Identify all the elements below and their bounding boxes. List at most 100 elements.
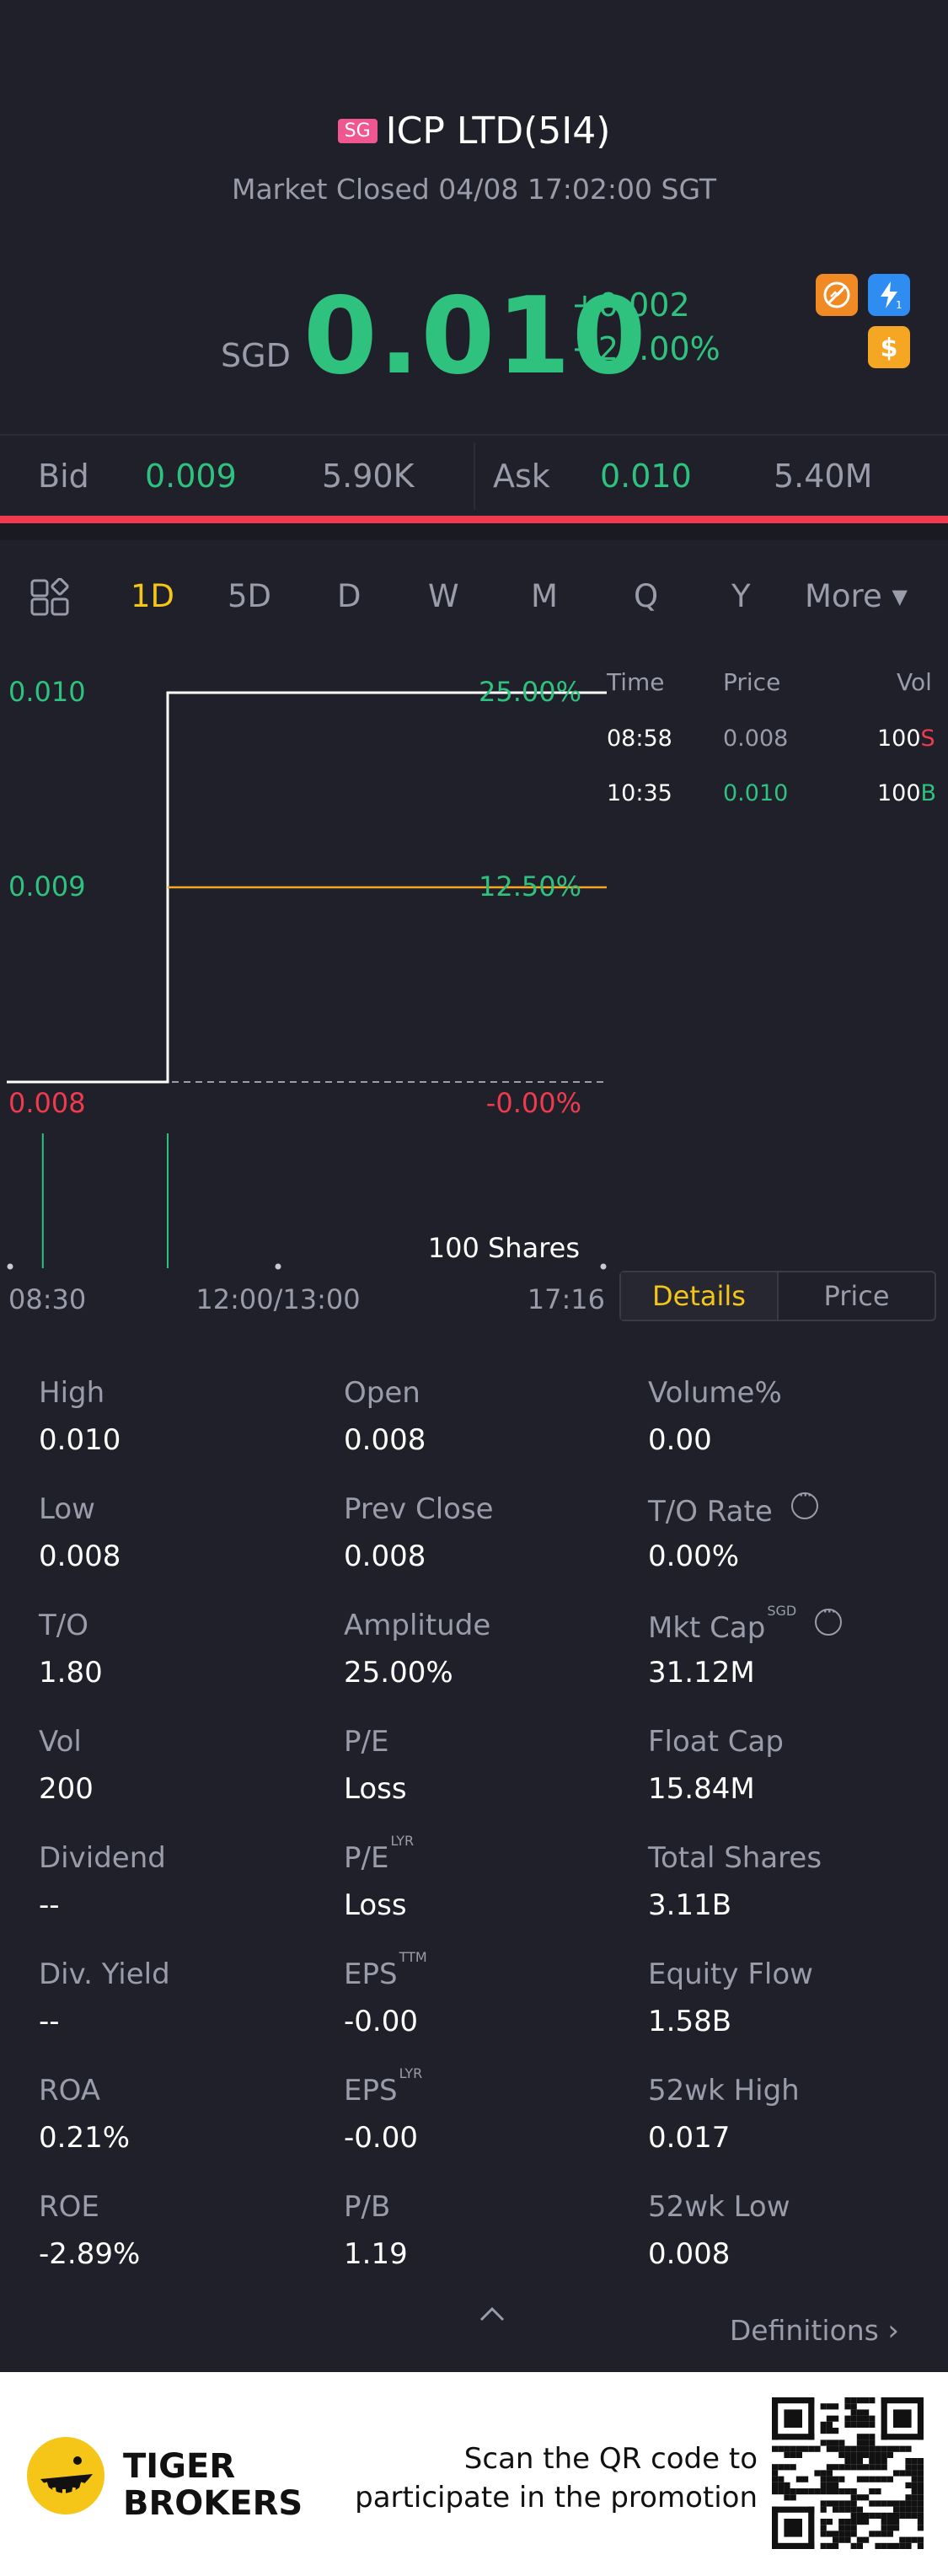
stat-label: Low <box>39 1492 95 1526</box>
tab-y[interactable]: Y <box>731 578 751 614</box>
stat-label-text: Div. Yield <box>39 1957 170 1991</box>
stat-label-superscript: LYR <box>399 2065 423 2081</box>
price-tab[interactable]: Price <box>823 1280 890 1312</box>
stat-label: Mkt CapSGD <box>648 1602 843 1645</box>
stat-value: 0.010 <box>39 1423 121 1457</box>
trades-header-price: Price <box>723 668 781 696</box>
stat-label-text: Total Shares <box>648 1841 822 1875</box>
dollar-icon[interactable]: $ <box>868 326 910 368</box>
stat-value: 1.19 <box>344 2237 408 2271</box>
stat-label: P/E <box>344 1725 388 1759</box>
brand-name: TIGER BROKERS <box>123 2448 303 2522</box>
tab-1d[interactable]: 1D <box>131 578 175 614</box>
definitions-link[interactable]: Definitions › <box>730 2314 899 2348</box>
trades-header-time: Time <box>607 668 665 696</box>
stat-label-superscript: TTM <box>399 1949 427 1965</box>
stat-label: Equity Flow <box>648 1957 813 1991</box>
intraday-chart[interactable]: 0.010 0.009 0.008 25.00% 12.50% -0.00% 100 Sha… <box>0 640 611 1315</box>
stat-label: Open <box>344 1376 420 1410</box>
stat-label-text: Equity Flow <box>648 1957 813 1991</box>
x-axis-tick-dot <box>7 1263 13 1270</box>
chart-grid-icon[interactable] <box>29 577 70 622</box>
trade-row-side: S <box>920 726 935 752</box>
tab-q[interactable]: Q <box>634 578 659 614</box>
stat-label-text: Low <box>39 1492 95 1526</box>
qr-code <box>772 2397 924 2552</box>
stat-value: -- <box>39 1888 60 1922</box>
y-axis-left-label: 0.008 <box>8 1087 86 1119</box>
stat-value: -2.89% <box>39 2237 141 2271</box>
stat-value: 0.00% <box>648 1540 740 1573</box>
stat-value: 31.12M <box>648 1656 755 1690</box>
promo-line-1: Scan the QR code to <box>463 2442 758 2476</box>
tab-m[interactable]: M <box>531 578 558 614</box>
stat-label: T/O <box>39 1609 88 1642</box>
stat-label: Dividend <box>39 1841 166 1875</box>
stat-label: 52wk Low <box>648 2190 790 2224</box>
stat-label-text: 52wk Low <box>648 2190 790 2224</box>
stat-label-text: Volume% <box>648 1376 782 1410</box>
tab-d[interactable]: D <box>337 578 362 614</box>
stat-value: 1.58B <box>648 2005 732 2038</box>
stat-label-text: Mkt Cap <box>648 1611 766 1645</box>
stat-label-superscript: LYR <box>390 1833 415 1849</box>
bid-ask-divider <box>474 442 475 510</box>
stat-label: Prev Close <box>344 1492 494 1526</box>
stat-label-text: Prev Close <box>344 1492 494 1526</box>
price-indicator-bar <box>0 516 948 523</box>
lightning-level1-icon[interactable]: 1 <box>868 274 910 316</box>
volume-scale-label: 100 Shares <box>428 1232 580 1264</box>
chevron-up-icon[interactable] <box>478 2305 506 2327</box>
stat-label-superscript: SGD <box>767 1603 797 1619</box>
stat-label: ROA <box>39 2074 100 2107</box>
stat-label-text: EPS <box>344 2074 398 2107</box>
stat-value: 0.008 <box>39 1540 121 1573</box>
promo-text: Scan the QR code to participate in the p… <box>355 2439 758 2517</box>
stat-label: EPSLYR <box>344 2065 422 2107</box>
more-info-icon[interactable] <box>815 1602 843 1636</box>
ask-label: Ask <box>493 458 550 495</box>
chevron-down-icon: ▼ <box>892 585 908 608</box>
definitions-label: Definitions <box>729 2314 879 2347</box>
trade-row-price: 0.008 <box>723 726 789 752</box>
y-axis-right-label: 25.00% <box>479 676 581 708</box>
stat-label-text: EPS <box>344 1957 398 1991</box>
x-axis-tick-dot <box>275 1263 281 1270</box>
trade-row-time: 08:58 <box>607 726 672 752</box>
price-change: +0.002 <box>571 287 690 324</box>
stat-label-text: Dividend <box>39 1841 166 1875</box>
stat-label-text: Float Cap <box>648 1725 784 1759</box>
stat-value: 0.21% <box>39 2121 131 2155</box>
tab-w[interactable]: W <box>428 578 459 614</box>
x-axis-label: 12:00/13:00 <box>195 1283 360 1315</box>
stock-name: ICP LTD(5I4) <box>385 110 611 153</box>
stat-label: T/O Rate <box>648 1486 818 1529</box>
section-separator <box>0 523 948 540</box>
stat-label-text: P/E <box>344 1841 389 1875</box>
trade-row-vol: 100B <box>877 780 936 806</box>
tab-5d[interactable]: 5D <box>228 578 272 614</box>
market-status: Market Closed 04/08 17:02:00 SGT <box>231 173 717 206</box>
stat-label-text: P/B <box>344 2190 391 2224</box>
stat-label-text: 52wk High <box>648 2074 800 2107</box>
stat-value: 25.00% <box>344 1656 453 1690</box>
stat-label-text: High <box>39 1376 105 1410</box>
more-info-icon[interactable] <box>790 1486 818 1519</box>
details-price-toggle: Details Price <box>619 1271 936 1321</box>
svg-text:$: $ <box>881 334 898 363</box>
trade-row-vol-value: 100 <box>877 780 921 806</box>
details-tab[interactable]: Details <box>621 1272 779 1320</box>
currency-label: SGD <box>221 337 291 374</box>
stat-value: 15.84M <box>648 1772 755 1806</box>
bid-size: 5.90K <box>322 458 415 495</box>
no-shorting-icon[interactable] <box>816 274 858 316</box>
stat-value: 3.11B <box>648 1888 732 1922</box>
stat-value: 0.008 <box>648 2237 731 2271</box>
tab-more[interactable]: More ▼ <box>805 578 908 614</box>
brand-line-2: BROKERS <box>123 2484 303 2523</box>
stat-value: 0.008 <box>344 1540 426 1573</box>
stat-label: Vol <box>39 1725 82 1759</box>
stat-label: EPSTTM <box>344 1949 427 1991</box>
stat-label: 52wk High <box>648 2074 800 2107</box>
trade-row-price: 0.010 <box>723 780 789 806</box>
